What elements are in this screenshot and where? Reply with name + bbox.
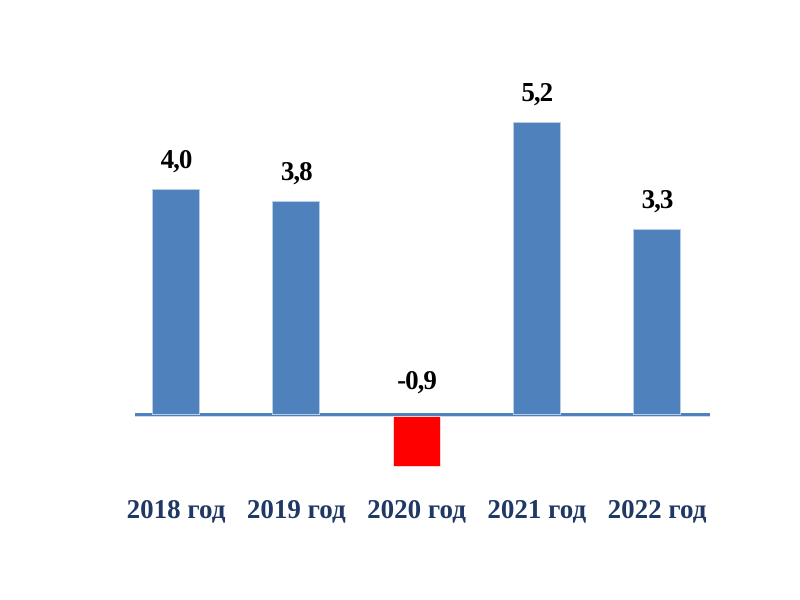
value-label-3: -0,9 [397,365,437,395]
value-label-4: 5,2 [521,76,553,107]
bar-4 [512,121,561,415]
category-label-4: 2021 год [487,494,587,524]
value-label-2: 3,8 [280,155,313,186]
x-axis-line [135,413,710,416]
category-label-2: 2019 год [246,494,346,524]
bar-2 [272,200,321,415]
bar-3 [392,416,441,467]
value-label-1: 4,0 [160,144,193,175]
category-label-5: 2022 год [607,494,707,524]
category-label-1: 2018 год [126,494,226,524]
value-label-5: 3,3 [641,183,674,214]
bar-1 [152,189,200,415]
bar-5 [633,228,681,415]
category-label-3: 2020 год [367,494,466,524]
